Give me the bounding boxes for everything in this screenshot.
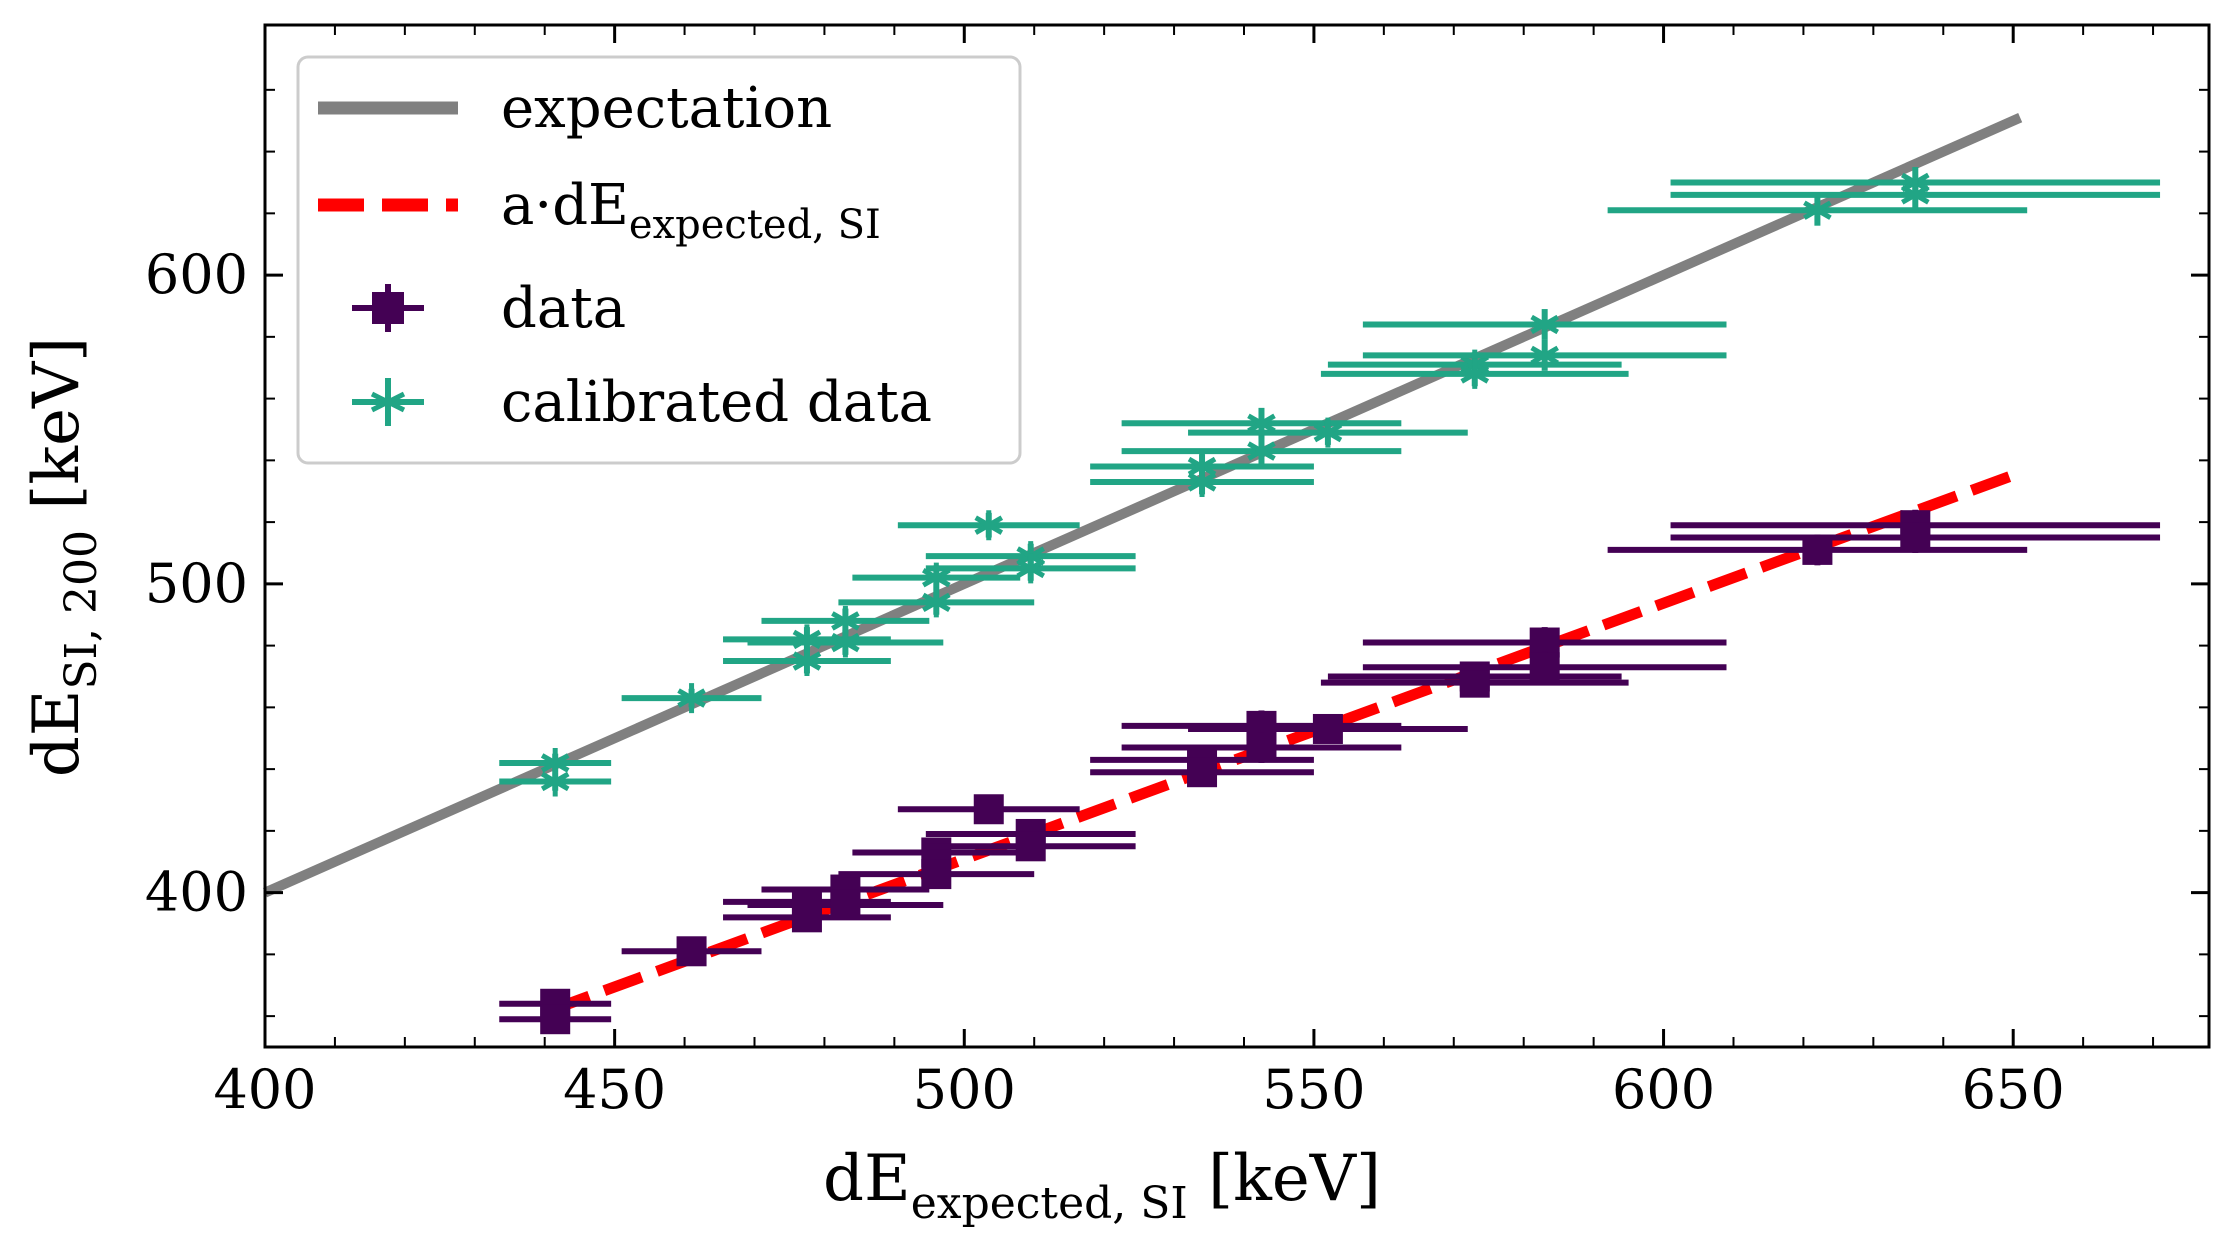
- data-point-18: [1459, 667, 1490, 698]
- legend-label-fit: a·dEexpected, SI: [501, 173, 881, 248]
- y-axis-title-main: dE: [20, 689, 94, 777]
- x-axis-title-space: [1188, 1142, 1208, 1216]
- calibrated-point-9: [974, 510, 1004, 541]
- legend-label-expectation: expectation: [501, 76, 832, 141]
- legend-label-calibrated: calibrated data: [501, 370, 932, 435]
- calibrated-point-23: [1901, 179, 1930, 210]
- x-tick-label: 400: [213, 1058, 316, 1121]
- calibrated-point-2: [677, 683, 706, 714]
- data-point-15: [1246, 732, 1277, 763]
- calibrated-series-layer: [499, 167, 2161, 797]
- legend-entry-fit: a·dEexpected, SI: [318, 173, 881, 248]
- legend-label-fit-sub: expected, SI: [629, 202, 881, 248]
- legend-marker-calibrated: [370, 386, 406, 418]
- calibrated-point-8: [922, 587, 951, 618]
- data-point-9: [973, 794, 1004, 825]
- legend-box: [296, 55, 1022, 465]
- x-tick-label: 450: [563, 1058, 666, 1121]
- legend-entry-data: data: [352, 276, 626, 341]
- data-point-2: [676, 936, 707, 967]
- calibrated-point-13: [1187, 466, 1217, 497]
- x-tick-label: 600: [1612, 1058, 1715, 1121]
- y-tick-label: 500: [145, 552, 248, 615]
- ticks-layer: 400 450 500 550 600 650 400 500 600: [145, 25, 2209, 1121]
- calibrated-point-1: [540, 766, 570, 797]
- calibrated-point-15: [1247, 436, 1276, 467]
- y-tick-label: 600: [145, 243, 248, 306]
- legend-entry-expectation: expectation: [318, 76, 832, 141]
- x-tick-label: 650: [1962, 1058, 2065, 1121]
- data-point-20: [1529, 652, 1560, 683]
- calibrated-point-20: [1530, 340, 1559, 371]
- y-axis-title-space: [20, 510, 94, 530]
- y-tick-label: 400: [145, 861, 248, 924]
- legend-entry-calibrated: calibrated data: [352, 370, 932, 435]
- calibrated-point-4: [792, 646, 822, 677]
- data-point-11: [1015, 831, 1046, 862]
- legend: expectation a·dEexpected, SI data calibr…: [296, 55, 1022, 465]
- x-axis-title-unit: [keV]: [1208, 1142, 1381, 1216]
- data-point-16: [1312, 713, 1343, 744]
- plot-frame: [263, 23, 2211, 1049]
- data-point-23: [1900, 522, 1931, 553]
- calibrated-point-18: [1460, 358, 1490, 389]
- x-axis-title-sub: expected, SI: [911, 1178, 1188, 1229]
- legend-marker-data: [372, 292, 404, 324]
- data-point-6: [830, 889, 861, 920]
- calibrated-point-16: [1313, 417, 1343, 448]
- calibrated-point-6: [831, 627, 860, 658]
- y-axis-title-sub: SI, 200: [56, 530, 107, 689]
- legend-label-fit-main: a·dE: [501, 173, 629, 238]
- data-point-1: [540, 1004, 571, 1035]
- x-axis-title-main: dE: [823, 1142, 911, 1216]
- calibrated-point-19: [1530, 309, 1559, 340]
- legend-label-data: data: [501, 276, 626, 341]
- fit-line: [549, 467, 2023, 1016]
- y-axis-title: dESI, 200 [keV]: [20, 337, 107, 777]
- x-tick-label: 550: [1262, 1058, 1365, 1121]
- x-tick-label: 500: [913, 1058, 1016, 1121]
- calibrated-point-21: [1803, 195, 1832, 226]
- data-point-13: [1187, 757, 1218, 788]
- data-point-8: [921, 859, 952, 890]
- data-series-layer: [499, 509, 2161, 1035]
- x-axis-title: dEexpected, SI [keV]: [823, 1142, 1381, 1229]
- y-axis-title-unit: [keV]: [20, 337, 94, 510]
- calibrated-point-11: [1016, 553, 1046, 584]
